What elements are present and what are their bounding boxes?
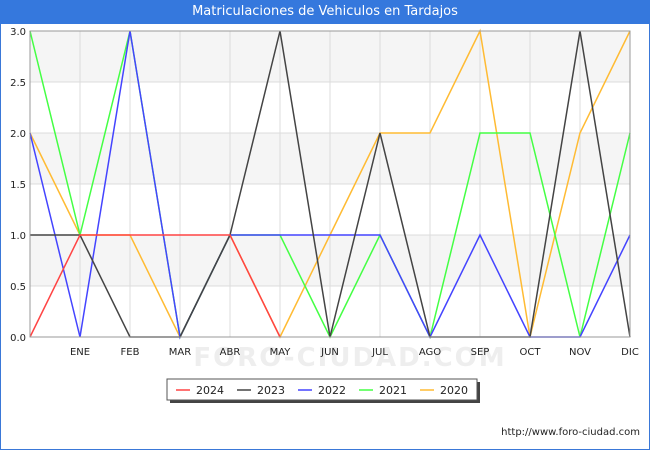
series-line-2024 (29, 234, 281, 338)
y-tick-label: 1.5 (10, 180, 26, 191)
y-tick-label: 1.0 (10, 231, 26, 242)
x-tick-label: DIC (621, 347, 639, 358)
x-tick-label: SEP (471, 347, 490, 358)
legend-label-2022: 2022 (318, 384, 346, 397)
y-tick-label: 3.0 (10, 27, 26, 38)
x-tick-label: ABR (220, 347, 241, 358)
y-tick-label: 2.5 (10, 78, 26, 89)
y-tick-label: 0.5 (10, 282, 26, 293)
x-tick-label: NOV (569, 347, 591, 358)
x-tick-label: MAR (169, 347, 191, 358)
plot-border (29, 30, 631, 338)
legend-box (166, 378, 478, 401)
x-tick-label: JUN (320, 347, 339, 358)
legend-label-2023: 2023 (257, 384, 285, 397)
chart-title: Matriculaciones de Vehiculos en Tardajos (0, 0, 650, 24)
x-tick-label: OCT (520, 347, 542, 358)
x-tick-label: JUL (371, 347, 388, 358)
x-tick-label: ENE (70, 347, 90, 358)
source-url: http://www.foro-ciudad.com (501, 427, 640, 438)
x-tick-label: FEB (121, 347, 140, 358)
legend-label-2024: 2024 (196, 384, 224, 397)
x-tick-label: MAY (270, 347, 292, 358)
x-tick-label: AGO (419, 347, 441, 358)
watermark: FORO-CIUDAD.COM (193, 343, 506, 373)
y-tick-label: 2.0 (10, 129, 26, 140)
y-tick-label: 0.0 (10, 333, 26, 344)
legend-label-2021: 2021 (379, 384, 407, 397)
legend-label-2020: 2020 (440, 384, 468, 397)
